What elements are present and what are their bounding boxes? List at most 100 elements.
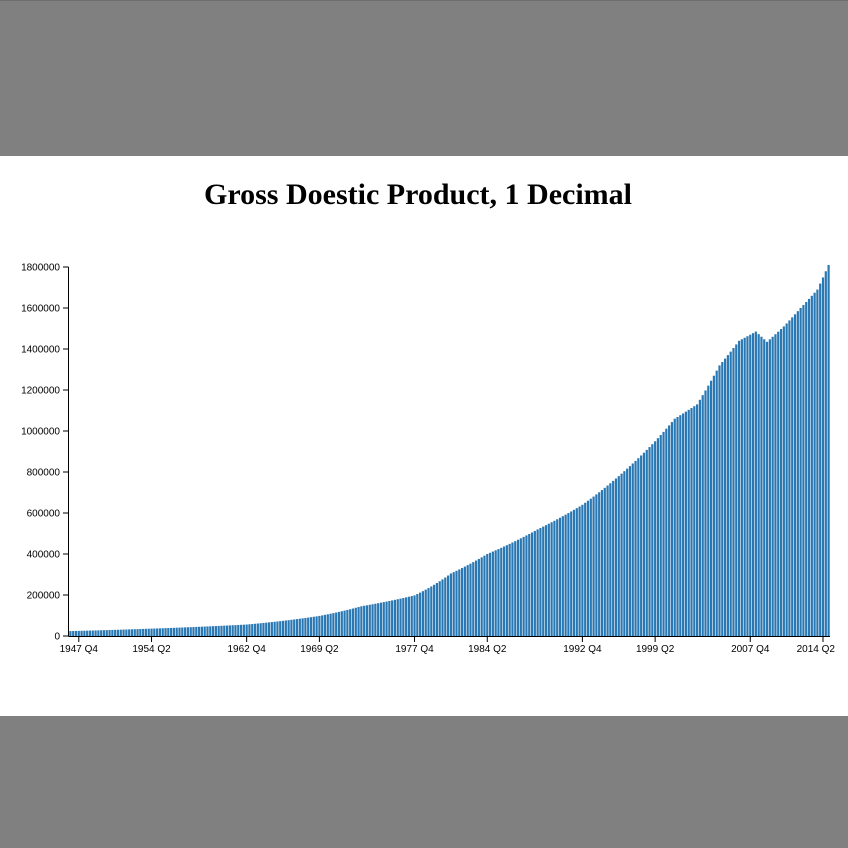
bar xyxy=(393,599,397,636)
bar xyxy=(301,618,304,636)
bar xyxy=(589,498,592,636)
bar xyxy=(256,623,259,636)
bar xyxy=(483,555,486,636)
bar xyxy=(281,620,285,636)
bar xyxy=(287,620,290,636)
bar xyxy=(298,618,301,636)
bar xyxy=(382,602,385,636)
bar xyxy=(116,629,120,636)
bar xyxy=(335,612,338,636)
bar xyxy=(133,629,136,636)
bar xyxy=(253,623,257,636)
bar xyxy=(312,616,315,636)
bar xyxy=(419,592,422,636)
bar xyxy=(670,422,674,636)
bar xyxy=(164,628,167,636)
bar xyxy=(273,621,276,636)
bar xyxy=(259,623,262,636)
bar xyxy=(175,627,178,636)
bar xyxy=(584,502,587,636)
bar xyxy=(147,628,150,636)
bar xyxy=(72,631,75,636)
bar xyxy=(558,517,562,636)
bar xyxy=(245,624,248,636)
bar xyxy=(581,504,584,636)
bar xyxy=(315,616,318,636)
bar xyxy=(514,541,517,636)
bar xyxy=(668,425,671,636)
bar xyxy=(640,455,643,636)
bar xyxy=(170,627,173,636)
bar xyxy=(242,624,245,636)
bar xyxy=(363,605,366,636)
x-tick-label: 1999 Q2 xyxy=(636,644,675,655)
bar xyxy=(628,466,632,636)
bar xyxy=(424,589,427,636)
bar xyxy=(480,557,483,636)
bar xyxy=(441,579,444,636)
bar xyxy=(407,596,411,636)
x-tick-label: 1977 Q4 xyxy=(395,644,434,655)
bar xyxy=(743,337,746,636)
bar xyxy=(634,460,637,636)
bar xyxy=(460,568,464,636)
bar xyxy=(707,385,710,636)
bar xyxy=(340,611,343,636)
bar xyxy=(525,535,528,636)
bar xyxy=(746,336,749,636)
bar xyxy=(416,594,419,636)
bar xyxy=(130,629,134,636)
bar xyxy=(477,558,480,636)
bar xyxy=(547,523,550,636)
x-tick-label: 2007 Q4 xyxy=(731,644,770,655)
bar xyxy=(693,406,696,636)
bar xyxy=(793,314,797,636)
bar xyxy=(500,547,503,636)
bar xyxy=(469,563,472,636)
bar xyxy=(654,441,657,636)
bar xyxy=(189,627,192,636)
bar xyxy=(626,468,629,636)
bar xyxy=(396,599,399,636)
bar xyxy=(609,483,612,636)
bar xyxy=(690,408,693,636)
bar xyxy=(508,543,511,636)
bar xyxy=(385,601,388,636)
bar xyxy=(676,416,679,636)
bar xyxy=(642,452,646,636)
bar xyxy=(816,289,819,636)
bar xyxy=(83,630,86,636)
y-tick-label: 200000 xyxy=(27,591,61,602)
bar xyxy=(181,627,184,636)
bar xyxy=(220,625,223,636)
bar xyxy=(295,619,299,636)
bar xyxy=(805,301,808,636)
bar xyxy=(802,304,805,636)
bar xyxy=(539,528,542,636)
bar xyxy=(486,554,489,636)
bar xyxy=(293,619,296,636)
bar xyxy=(88,630,92,636)
y-tick-label: 1600000 xyxy=(21,304,60,315)
bar xyxy=(763,339,766,636)
x-tick-label: 1954 Q2 xyxy=(132,644,171,655)
bar xyxy=(172,627,176,636)
bar xyxy=(329,613,332,636)
bar xyxy=(136,629,139,636)
bar xyxy=(405,597,408,636)
bar xyxy=(444,577,447,636)
bar xyxy=(144,628,148,636)
bar xyxy=(542,526,545,636)
bar xyxy=(265,622,268,636)
bar xyxy=(184,627,187,636)
bar xyxy=(550,522,553,636)
bar xyxy=(203,626,206,636)
bar xyxy=(102,630,106,636)
bar xyxy=(94,630,97,636)
bar xyxy=(374,603,377,636)
bar xyxy=(262,622,265,636)
bar xyxy=(321,615,324,636)
bar xyxy=(721,362,724,636)
bar xyxy=(206,626,209,636)
bar xyxy=(598,492,601,636)
